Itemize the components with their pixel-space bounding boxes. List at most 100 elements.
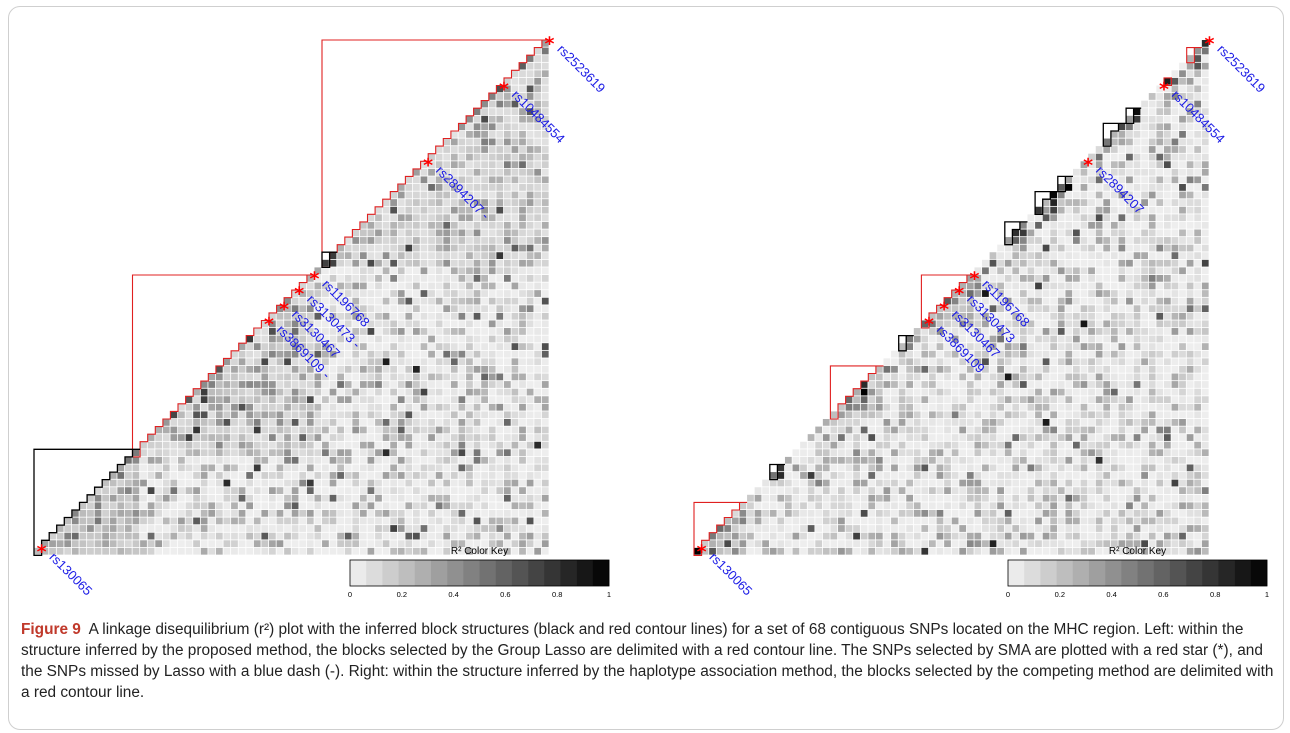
ld-cell bbox=[860, 525, 868, 532]
ld-cell bbox=[1035, 274, 1042, 282]
ld-cell bbox=[231, 472, 238, 479]
ld-cell bbox=[1110, 130, 1118, 138]
ld-cell bbox=[1057, 199, 1065, 206]
ld-cell bbox=[503, 274, 511, 282]
ld-cell bbox=[1201, 426, 1209, 434]
ld-cell bbox=[1133, 199, 1141, 206]
ld-cell bbox=[375, 282, 382, 290]
ld-cell bbox=[1118, 509, 1126, 517]
ld-cell bbox=[1095, 153, 1103, 161]
ld-cell bbox=[534, 411, 542, 419]
ld-cell bbox=[359, 297, 367, 305]
ld-cell bbox=[314, 411, 322, 419]
ld-cell bbox=[541, 297, 549, 305]
ld-cell bbox=[1080, 373, 1088, 381]
ld-cell bbox=[246, 502, 254, 510]
ld-cell bbox=[511, 184, 519, 191]
snp-star-marker: * bbox=[499, 78, 509, 100]
ld-cell bbox=[268, 540, 276, 548]
ld-cell bbox=[1035, 206, 1042, 214]
ld-cell bbox=[860, 532, 868, 540]
ld-cell bbox=[503, 320, 511, 328]
ld-cell bbox=[534, 115, 542, 123]
ld-cell bbox=[1133, 282, 1141, 290]
ld-cell bbox=[1027, 479, 1035, 487]
ld-cell bbox=[382, 509, 390, 517]
ld-cell bbox=[200, 456, 208, 464]
ld-cell bbox=[1080, 358, 1088, 366]
ld-cell bbox=[428, 176, 435, 184]
ld-cell bbox=[1080, 517, 1088, 525]
ld-cell bbox=[352, 479, 360, 487]
ld-cell bbox=[1126, 487, 1133, 494]
ld-cell bbox=[906, 381, 914, 388]
ld-cell bbox=[1088, 540, 1095, 548]
ld-cell bbox=[853, 441, 860, 449]
ld-cell bbox=[1163, 259, 1171, 267]
ld-cell bbox=[71, 525, 79, 532]
ld-cell bbox=[1050, 411, 1058, 419]
ld-cell bbox=[1126, 312, 1133, 320]
ld-cell bbox=[193, 487, 200, 494]
ld-cell bbox=[1057, 229, 1065, 237]
color-key-swatch bbox=[414, 560, 432, 586]
ld-cell bbox=[815, 532, 823, 540]
ld-cell bbox=[1141, 115, 1148, 123]
ld-cell bbox=[883, 502, 891, 510]
ld-cell bbox=[1171, 290, 1179, 297]
ld-cell bbox=[268, 328, 276, 335]
ld-cell bbox=[458, 184, 466, 191]
ld-cell bbox=[231, 502, 238, 510]
ld-cell bbox=[519, 123, 526, 131]
ld-cell bbox=[314, 282, 322, 290]
ld-cell bbox=[481, 343, 488, 350]
ld-cell bbox=[1201, 184, 1209, 191]
ld-cell bbox=[450, 479, 458, 487]
ld-cell bbox=[989, 472, 997, 479]
ld-cell bbox=[1027, 282, 1035, 290]
ld-cell bbox=[208, 525, 216, 532]
ld-cell bbox=[1095, 547, 1103, 555]
ld-cell bbox=[1027, 259, 1035, 267]
ld-cell bbox=[951, 472, 959, 479]
ld-cell bbox=[291, 388, 299, 396]
ld-cell bbox=[1080, 267, 1088, 275]
ld-cell bbox=[1004, 365, 1012, 373]
ld-cell bbox=[413, 365, 420, 373]
ld-cell bbox=[511, 419, 519, 426]
ld-cell bbox=[1118, 426, 1126, 434]
ld-cell bbox=[397, 274, 405, 282]
ld-cell bbox=[1042, 502, 1050, 510]
ld-cell bbox=[503, 206, 511, 214]
ld-cell bbox=[982, 509, 989, 517]
ld-cell bbox=[450, 335, 458, 343]
ld-cell bbox=[322, 328, 329, 335]
ld-cell bbox=[845, 456, 853, 464]
ld-cell bbox=[1194, 259, 1202, 267]
ld-cell bbox=[974, 426, 982, 434]
ld-cell bbox=[1171, 85, 1179, 93]
ld-cell bbox=[541, 93, 549, 100]
ld-cell bbox=[1027, 403, 1035, 411]
ld-cell bbox=[481, 365, 488, 373]
ld-cell bbox=[1126, 388, 1133, 396]
ld-cell bbox=[1012, 525, 1020, 532]
ld-cell bbox=[1080, 540, 1088, 548]
ld-cell bbox=[526, 396, 534, 404]
ld-cell bbox=[944, 365, 951, 373]
ld-cell bbox=[1057, 532, 1065, 540]
ld-cell bbox=[1148, 267, 1156, 275]
ld-cell bbox=[458, 191, 466, 199]
ld-cell bbox=[466, 312, 473, 320]
ld-cell bbox=[352, 335, 360, 343]
ld-cell bbox=[541, 191, 549, 199]
ld-cell bbox=[208, 494, 216, 502]
ld-cell bbox=[291, 494, 299, 502]
ld-cell bbox=[997, 441, 1004, 449]
ld-cell bbox=[1163, 130, 1171, 138]
ld-cell bbox=[830, 502, 838, 510]
ld-cell bbox=[253, 396, 261, 404]
ld-cell bbox=[284, 419, 291, 426]
ld-cell bbox=[1042, 464, 1050, 472]
ld-cell bbox=[443, 229, 451, 237]
